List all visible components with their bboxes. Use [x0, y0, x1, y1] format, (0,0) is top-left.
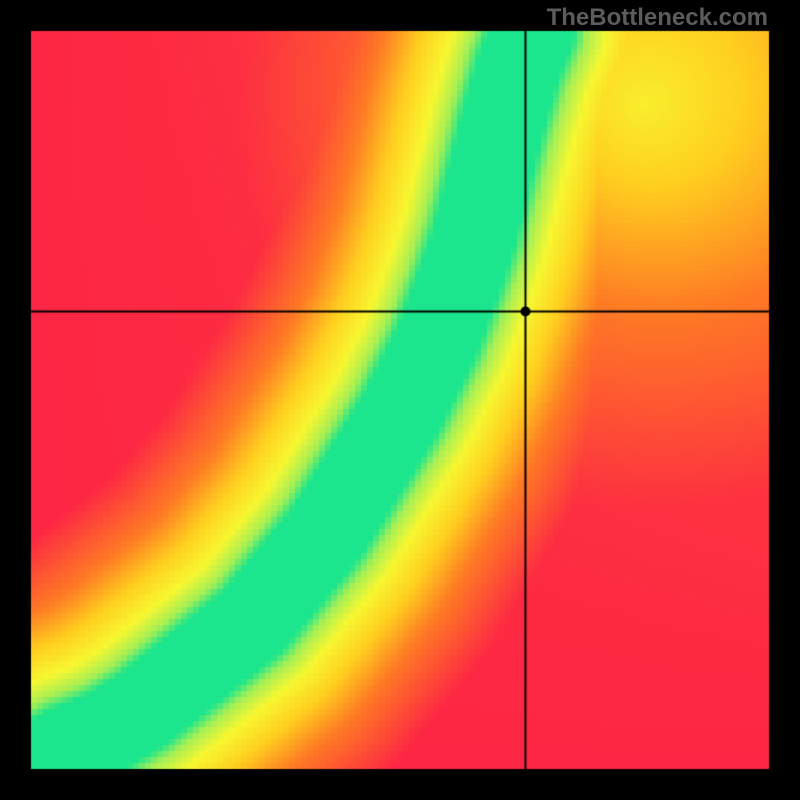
chart-container: { "canvas": { "width": 800, "height": 80… [0, 0, 800, 800]
heatmap-canvas [0, 0, 800, 800]
watermark-text: TheBottleneck.com [547, 4, 768, 32]
